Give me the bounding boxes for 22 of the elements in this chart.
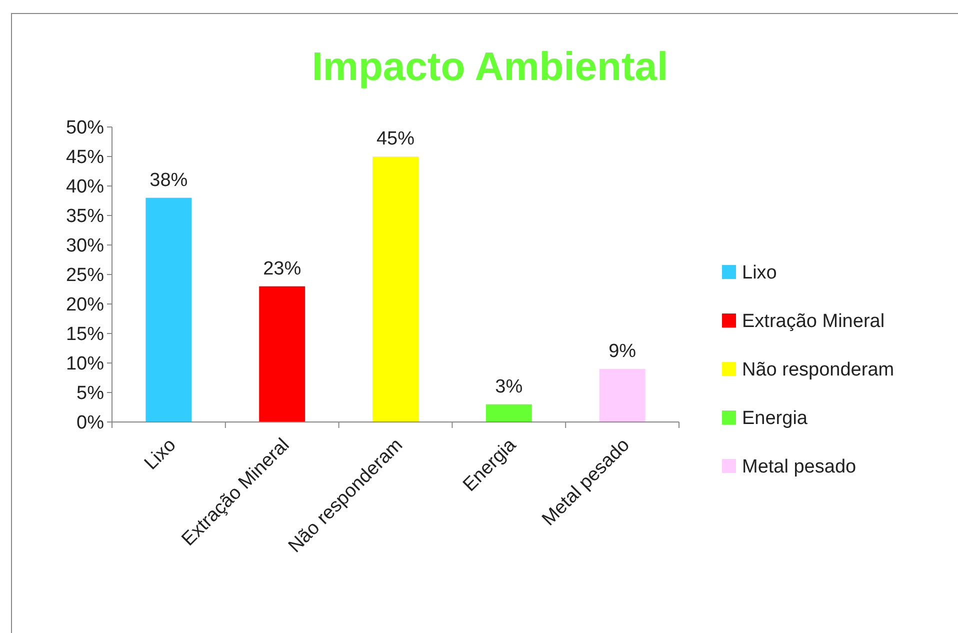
legend-label: Não responderam: [742, 360, 894, 381]
x-tick-label: Lixo: [140, 434, 180, 474]
y-tick-label: 30%: [66, 236, 104, 257]
data-label: 9%: [608, 340, 636, 362]
legend-label: Extração Mineral: [742, 311, 885, 332]
data-label: 23%: [263, 258, 302, 280]
y-tick-label: 0%: [76, 412, 104, 434]
y-tick-label: 45%: [66, 147, 104, 168]
data-label: 38%: [150, 170, 188, 191]
y-tick-label: 40%: [66, 176, 104, 198]
data-label: 45%: [376, 128, 415, 150]
chart-title: Impacto Ambiental: [312, 45, 668, 89]
y-tick-label: 15%: [66, 324, 104, 346]
y-tick-label: 5%: [76, 383, 104, 404]
legend-label: Energia: [742, 408, 808, 430]
y-tick-label: 10%: [66, 354, 104, 375]
y-tick-label: 25%: [66, 265, 104, 286]
y-tick-label: 35%: [66, 206, 104, 228]
y-tick-label: 50%: [66, 118, 104, 139]
legend-label: Lixo: [742, 262, 777, 284]
y-tick-label: 20%: [66, 294, 104, 316]
data-label: 3%: [495, 376, 523, 398]
